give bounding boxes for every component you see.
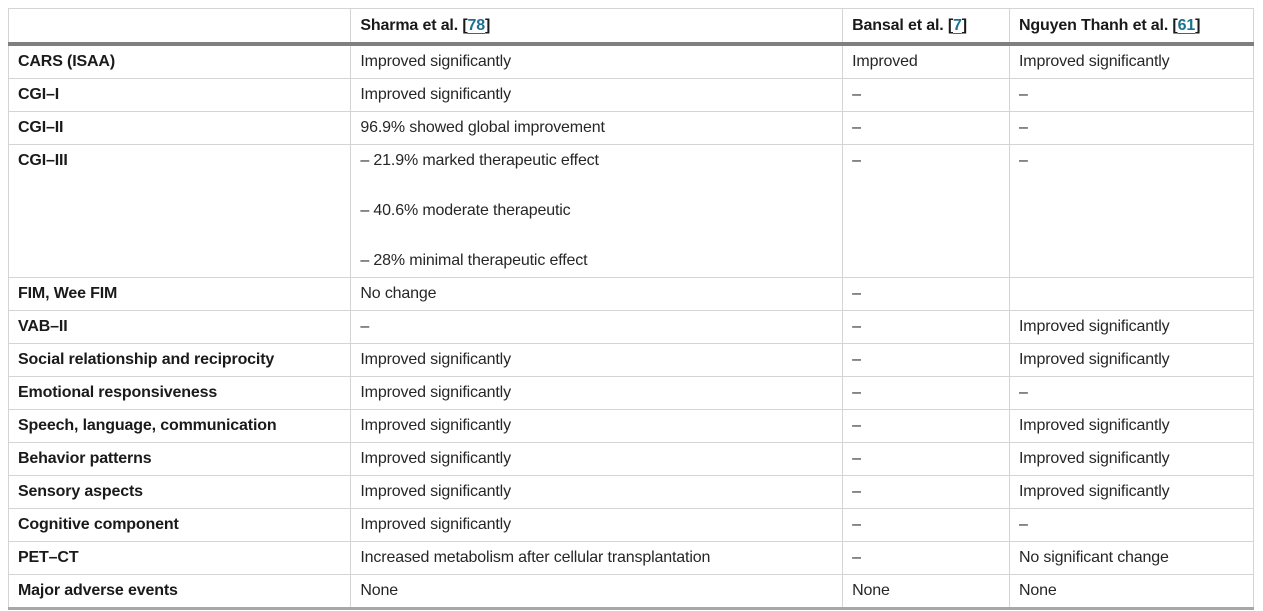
table-row-cgi-3: CGI–III – 21.9% marked therapeutic effec…: [7, 144, 1255, 278]
outcome-cell-bansal: –: [842, 475, 1010, 509]
outcome-cell-nguyen: –: [1008, 111, 1255, 145]
row-label: FIM, Wee FIM: [7, 277, 352, 311]
outcome-cell-sharma: Improved significantly: [350, 508, 844, 542]
column-header-nguyen: Nguyen Thanh et al. [61]: [1008, 8, 1255, 46]
row-label: Social relationship and reciprocity: [7, 343, 352, 377]
outcome-cell-bansal: –: [842, 442, 1010, 476]
outcome-cell-sharma: Improved significantly: [350, 475, 844, 509]
row-label: Sensory aspects: [7, 475, 352, 509]
outcome-cell-nguyen: [1008, 277, 1255, 311]
row-label: CGI–I: [7, 78, 352, 112]
outcome-cell-bansal: –: [842, 144, 1010, 278]
outcome-cell-nguyen: Improved significantly: [1008, 343, 1255, 377]
bracket-close: ]: [1195, 17, 1201, 34]
row-label: CGI–II: [7, 111, 352, 145]
outcome-cell-sharma: No change: [350, 277, 844, 311]
outcome-cell-bansal: Improved: [842, 43, 1010, 79]
citation-link[interactable]: 7: [953, 17, 962, 34]
bracket-close: ]: [961, 17, 967, 34]
outcome-cell-bansal: –: [842, 78, 1010, 112]
outcome-cell-nguyen: Improved significantly: [1008, 409, 1255, 443]
row-label: Cognitive component: [7, 508, 352, 542]
outcome-cell-bansal: –: [842, 343, 1010, 377]
outcome-cell-sharma: Improved significantly: [350, 78, 844, 112]
outcome-cell-bansal: –: [842, 541, 1010, 575]
outcome-cell-sharma: Improved significantly: [350, 43, 844, 79]
study-outcomes-table-container: Sharma et al. [78] Bansal et al. [7] Ngu…: [7, 8, 1255, 610]
outcome-line: – 21.9% marked therapeutic effect: [360, 152, 599, 169]
outcome-cell-bansal: –: [842, 508, 1010, 542]
outcome-cell-nguyen: –: [1008, 78, 1255, 112]
outcome-cell-bansal: –: [842, 376, 1010, 410]
outcome-line: – 40.6% moderate therapeutic: [360, 202, 571, 219]
row-label: CARS (ISAA): [7, 43, 352, 79]
citation-link[interactable]: 78: [467, 17, 486, 34]
row-label: Speech, language, communication: [7, 409, 352, 443]
row-label: Emotional responsiveness: [7, 376, 352, 410]
table-row-cgi-1: CGI–I Improved significantly – –: [7, 78, 1255, 112]
bracket-close: ]: [485, 17, 491, 34]
table-row-cgi-2: CGI–II 96.9% showed global improvement –…: [7, 111, 1255, 145]
outcome-cell-sharma: Increased metabolism after cellular tran…: [350, 541, 844, 575]
outcome-cell-sharma: –: [350, 310, 844, 344]
outcome-cell-sharma: 96.9% showed global improvement: [350, 111, 844, 145]
outcome-cell-bansal: –: [842, 277, 1010, 311]
study-outcomes-table: Sharma et al. [78] Bansal et al. [7] Ngu…: [7, 8, 1255, 610]
outcome-cell-sharma: None: [350, 574, 844, 609]
table-row-cognitive: Cognitive component Improved significant…: [7, 508, 1255, 542]
table-row-cars: CARS (ISAA) Improved significantly Impro…: [7, 43, 1255, 79]
column-header-label: Sharma et al. [: [360, 17, 468, 34]
table-row-adverse-events: Major adverse events None None None: [7, 574, 1255, 609]
table-row-social: Social relationship and reciprocity Impr…: [7, 343, 1255, 377]
corner-cell: [7, 8, 352, 46]
table-row-petct: PET–CT Increased metabolism after cellul…: [7, 541, 1255, 575]
outcome-cell-nguyen: –: [1008, 508, 1255, 542]
outcome-cell-nguyen: Improved significantly: [1008, 475, 1255, 509]
table-row-behavior: Behavior patterns Improved significantly…: [7, 442, 1255, 476]
outcome-cell-nguyen: No significant change: [1008, 541, 1255, 575]
table-row-emotional: Emotional responsiveness Improved signif…: [7, 376, 1255, 410]
row-label: Major adverse events: [7, 574, 352, 609]
outcome-line: – 28% minimal therapeutic effect: [360, 252, 588, 269]
outcome-cell-bansal: –: [842, 409, 1010, 443]
outcome-cell-sharma: Improved significantly: [350, 343, 844, 377]
outcome-cell-bansal: –: [842, 310, 1010, 344]
outcome-cell-bansal: –: [842, 111, 1010, 145]
outcome-cell-sharma: Improved significantly: [350, 376, 844, 410]
outcome-cell-nguyen: –: [1008, 376, 1255, 410]
column-header-bansal: Bansal et al. [7]: [842, 8, 1010, 46]
outcome-cell-bansal: None: [842, 574, 1010, 609]
row-label: CGI–III: [7, 144, 352, 278]
outcome-cell-nguyen: None: [1008, 574, 1255, 609]
table-row-speech: Speech, language, communication Improved…: [7, 409, 1255, 443]
table-row-sensory: Sensory aspects Improved significantly –…: [7, 475, 1255, 509]
table-row-fim: FIM, Wee FIM No change –: [7, 277, 1255, 311]
outcome-cell-nguyen: –: [1008, 144, 1255, 278]
citation-link[interactable]: 61: [1177, 17, 1196, 34]
row-label: PET–CT: [7, 541, 352, 575]
row-label: VAB–II: [7, 310, 352, 344]
row-label: Behavior patterns: [7, 442, 352, 476]
header-row: Sharma et al. [78] Bansal et al. [7] Ngu…: [7, 8, 1255, 46]
table-row-vab: VAB–II – – Improved significantly: [7, 310, 1255, 344]
outcome-cell-sharma: Improved significantly: [350, 409, 844, 443]
column-header-label: Bansal et al. [: [852, 17, 954, 34]
outcome-cell-nguyen: Improved significantly: [1008, 43, 1255, 79]
outcome-cell-sharma: – 21.9% marked therapeutic effect – 40.6…: [350, 144, 844, 278]
column-header-sharma: Sharma et al. [78]: [350, 8, 844, 46]
column-header-label: Nguyen Thanh et al. [: [1018, 17, 1178, 34]
outcome-cell-nguyen: Improved significantly: [1008, 310, 1255, 344]
outcome-cell-sharma: Improved significantly: [350, 442, 844, 476]
outcome-cell-nguyen: Improved significantly: [1008, 442, 1255, 476]
